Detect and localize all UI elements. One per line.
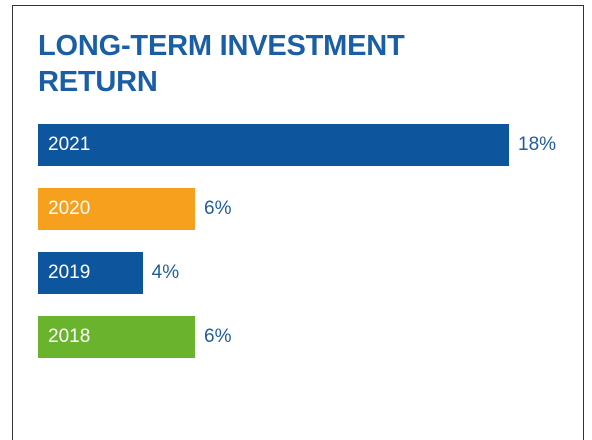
value-label: 4%: [151, 262, 180, 283]
chart-title: LONG-TERM INVESTMENT RETURN: [38, 30, 405, 98]
category-label: 2019: [48, 262, 91, 283]
category-label: 2020: [48, 198, 91, 219]
bar: [38, 124, 509, 166]
category-label: 2018: [48, 326, 91, 347]
category-label: 2021: [48, 134, 91, 155]
bar: [38, 316, 195, 358]
value-label: 6%: [204, 198, 232, 219]
frame: [12, 5, 584, 440]
bar: [38, 252, 143, 294]
value-label: 6%: [204, 326, 232, 347]
value-label: 18%: [518, 134, 557, 155]
bar: [38, 188, 195, 230]
